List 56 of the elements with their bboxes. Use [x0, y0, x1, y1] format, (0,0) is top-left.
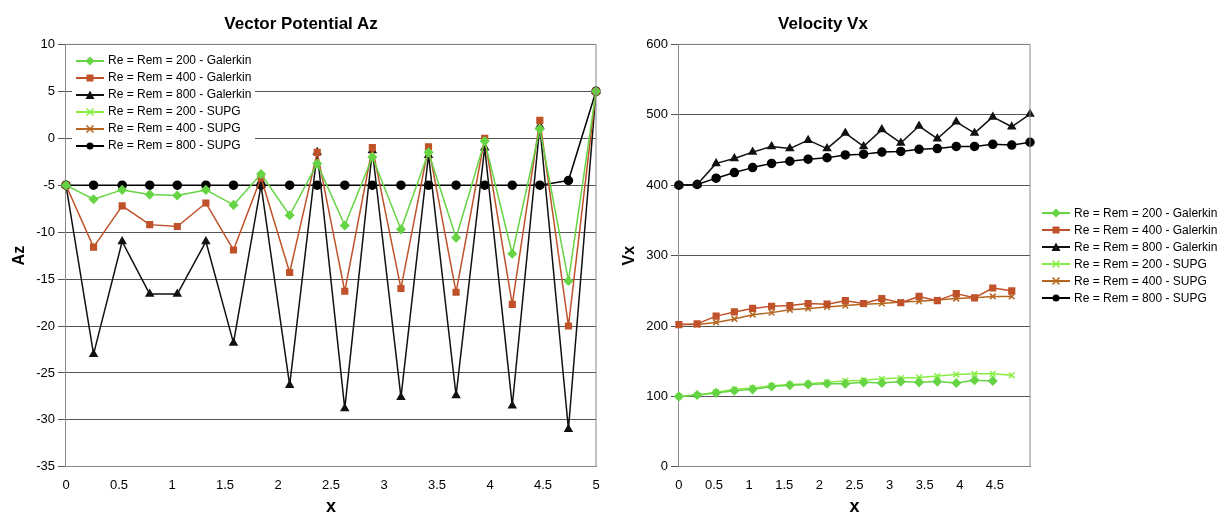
x-tick-label: 5: [592, 477, 600, 493]
x-tick-label: 0.5: [109, 477, 129, 493]
x-tick-label: 0.5: [704, 477, 724, 493]
legend-label: Re = Rem = 400 - SUPG: [107, 120, 241, 138]
legend-label: Re = Rem = 200 - Galerkin: [1074, 204, 1218, 222]
y-tick-label: 600: [646, 35, 668, 51]
x-tick-label: 0: [62, 477, 70, 493]
legend-label: Re = Rem = 800 - SUPG: [107, 137, 241, 155]
y-tick-label: 400: [646, 176, 668, 192]
legend-label: Re = Rem = 800 - SUPG: [1074, 289, 1207, 307]
x-tick-label: 2: [274, 477, 282, 493]
x-tick-label: 4: [486, 477, 494, 493]
legend-label: Re = Rem = 200 - SUPG: [1074, 255, 1207, 273]
y-tick-label: 0: [47, 129, 55, 145]
y-tick-label: 200: [646, 317, 668, 333]
x-tick-label: 4.5: [985, 477, 1004, 493]
x-tick-label: 2.5: [321, 477, 341, 493]
y-axis-title: Vx: [620, 245, 638, 266]
y-tick-label: -10: [36, 223, 55, 239]
x-tick-label: 1.5: [215, 477, 235, 493]
y-tick-label: 5: [47, 82, 55, 98]
legend-label: Re = Rem = 400 - Galerkin: [107, 69, 252, 87]
x-tick-label: 1: [168, 477, 176, 493]
legend-label: Re = Rem = 400 - Galerkin: [1074, 221, 1218, 239]
y-tick-label: 300: [646, 247, 668, 263]
x-tick-label: 1.5: [775, 477, 794, 493]
x-axis-title: x: [849, 496, 860, 517]
x-tick-label: 3: [885, 477, 894, 493]
x-tick-label: 4: [956, 477, 964, 493]
chart-title: Vector Potential Az: [224, 13, 378, 33]
x-tick-label: 3.5: [427, 477, 447, 493]
y-axis-title: Az: [10, 245, 28, 266]
legend-label: Re = Rem = 200 - Galerkin: [107, 52, 252, 70]
y-tick-label: -15: [36, 270, 55, 286]
y-tick-label: -35: [36, 458, 55, 474]
x-tick-label: 4.5: [533, 477, 553, 493]
legend-label: Re = Rem = 800 - Galerkin: [1074, 238, 1218, 256]
legend-label: Re = Rem = 200 - SUPG: [107, 103, 241, 121]
chart-title: Velocity Vx: [778, 13, 869, 33]
y-tick-label: 500: [646, 106, 668, 122]
y-tick-label: -20: [36, 317, 55, 333]
legend-label: Re = Rem = 800 - Galerkin: [107, 86, 252, 104]
x-axis-title: x: [325, 496, 336, 517]
y-tick-label: 100: [646, 387, 668, 403]
x-tick-label: 3.5: [915, 477, 934, 493]
y-tick-label: -25: [36, 364, 55, 380]
y-tick-label: 0: [660, 458, 668, 474]
x-tick-label: 2: [815, 477, 823, 493]
x-tick-label: 0: [675, 477, 683, 493]
y-tick-label: -5: [43, 176, 55, 192]
y-tick-label: 10: [40, 35, 55, 51]
x-tick-label: 2.5: [845, 477, 864, 493]
legend-label: Re = Rem = 400 - SUPG: [1074, 272, 1207, 290]
y-tick-label: -30: [36, 411, 55, 427]
x-tick-label: 1: [745, 477, 753, 493]
x-tick-label: 3: [380, 477, 388, 493]
